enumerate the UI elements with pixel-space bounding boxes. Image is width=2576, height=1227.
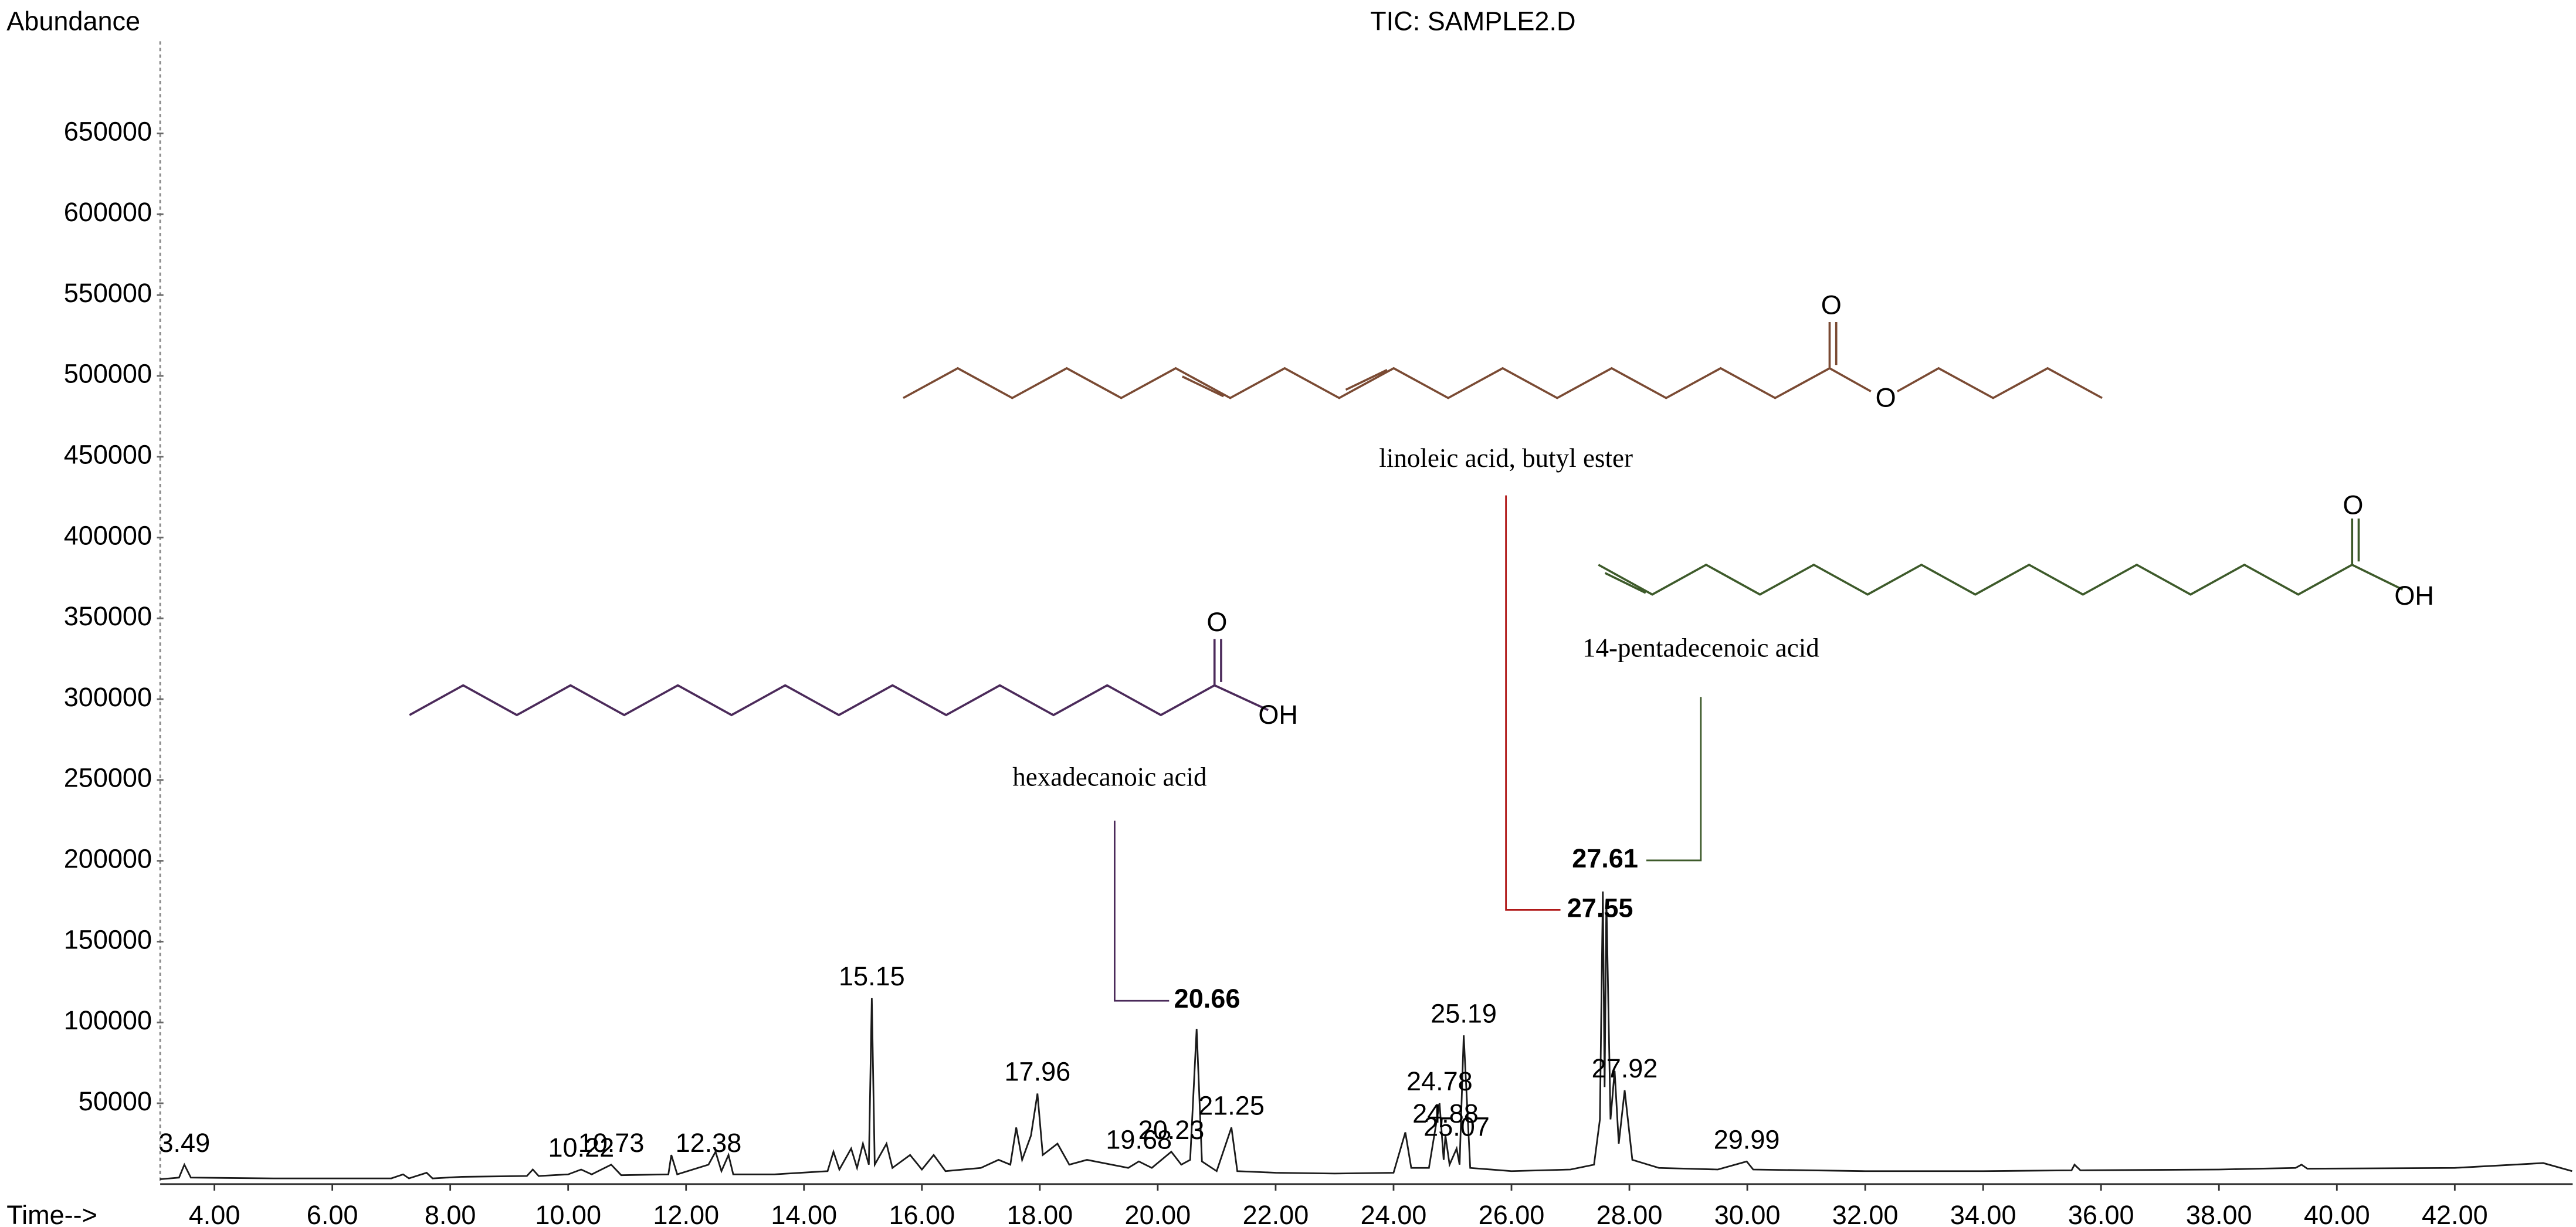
x-tick-label: 8.00 [425,1200,476,1227]
highlighted-peak-label: 20.66 [1174,984,1240,1014]
y-tick-label: 150000 [64,924,152,954]
peak-label: 25.19 [1431,998,1497,1028]
atom-label: OH [2394,581,2434,611]
x-tick-label: 22.00 [1243,1200,1309,1227]
y-tick-label: 100000 [64,1005,152,1035]
y-tick-label: 250000 [64,763,152,793]
peak-label: 27.92 [1592,1053,1658,1083]
atom-label: O [1821,290,1842,320]
atom-label: O [1206,607,1227,637]
peak-label: 21.25 [1198,1090,1265,1120]
highlighted-peak-label: 27.55 [1567,893,1633,923]
x-tick-label: 20.00 [1125,1200,1191,1227]
x-tick-label: 10.00 [535,1200,601,1227]
structure-bonds [409,639,1269,717]
y-tick-label: 550000 [64,278,152,308]
y-tick-label: 350000 [64,601,152,631]
x-tick-label: 24.00 [1361,1200,1427,1227]
x-tick-label: 32.00 [1832,1200,1899,1227]
x-axis-label: Time--> [6,1200,97,1227]
peak-label: 24.78 [1406,1066,1473,1096]
peak-label: 20.23 [1138,1115,1205,1145]
x-tick-label: 42.00 [2422,1200,2488,1227]
y-tick-label: 50000 [79,1086,152,1116]
x-tick-label: 4.00 [189,1200,240,1227]
x-tick-label: 16.00 [889,1200,955,1227]
atom-label: OH [1258,700,1298,730]
y-tick-label: 600000 [64,197,152,227]
x-tick-label: 14.00 [771,1200,837,1227]
peak-label: 15.15 [839,961,905,991]
y-tick-label: 650000 [64,116,152,146]
x-tick-label: 26.00 [1479,1200,1545,1227]
atom-label: O [2343,490,2363,520]
structure-bonds [903,322,2103,399]
x-tick-label: 36.00 [2068,1200,2134,1227]
x-tick-label: 18.00 [1007,1200,1073,1227]
chromatogram-trace [160,891,2572,1180]
callout-line [1505,495,1561,911]
x-tick-label: 6.00 [307,1200,358,1227]
x-tick-label: 12.00 [653,1200,719,1227]
peak-label: 3.49 [158,1128,210,1158]
x-tick-label: 34.00 [1950,1200,2016,1227]
x-tick-label: 30.00 [1714,1200,1781,1227]
x-tick-label: 40.00 [2304,1200,2370,1227]
y-tick-label: 300000 [64,682,152,712]
peak-label: 12.38 [676,1128,742,1158]
peak-label: 10.73 [578,1128,645,1158]
callout-line [1113,821,1170,1002]
y-tick-label: 450000 [64,440,152,470]
callout-line [1646,697,1702,862]
structure-bonds [1598,518,2404,596]
peak-label: 10.22 [548,1133,614,1162]
compound-name: linoleic acid, butyl ester [1379,443,1633,473]
y-tick-label: 400000 [64,520,152,550]
y-tick-label: 500000 [64,359,152,389]
peak-label: 24.88 [1412,1099,1479,1128]
peak-label: 29.99 [1714,1124,1780,1154]
atom-label: O [1876,382,1896,412]
compound-name: hexadecanoic acid [1012,762,1206,791]
highlighted-peak-label: 27.61 [1572,843,1638,873]
y-tick-label: 200000 [64,844,152,874]
peak-label: 17.96 [1004,1057,1070,1087]
peak-label: 25.07 [1423,1111,1490,1141]
chart-title: TIC: SAMPLE2.D [1370,6,1575,36]
peak-label: 19.68 [1106,1124,1172,1154]
compound-name: 14-pentadecenoic acid [1582,633,1819,663]
x-tick-label: 38.00 [2186,1200,2252,1227]
x-tick-label: 28.00 [1597,1200,1663,1227]
y-axis-label: Abundance [6,6,140,36]
